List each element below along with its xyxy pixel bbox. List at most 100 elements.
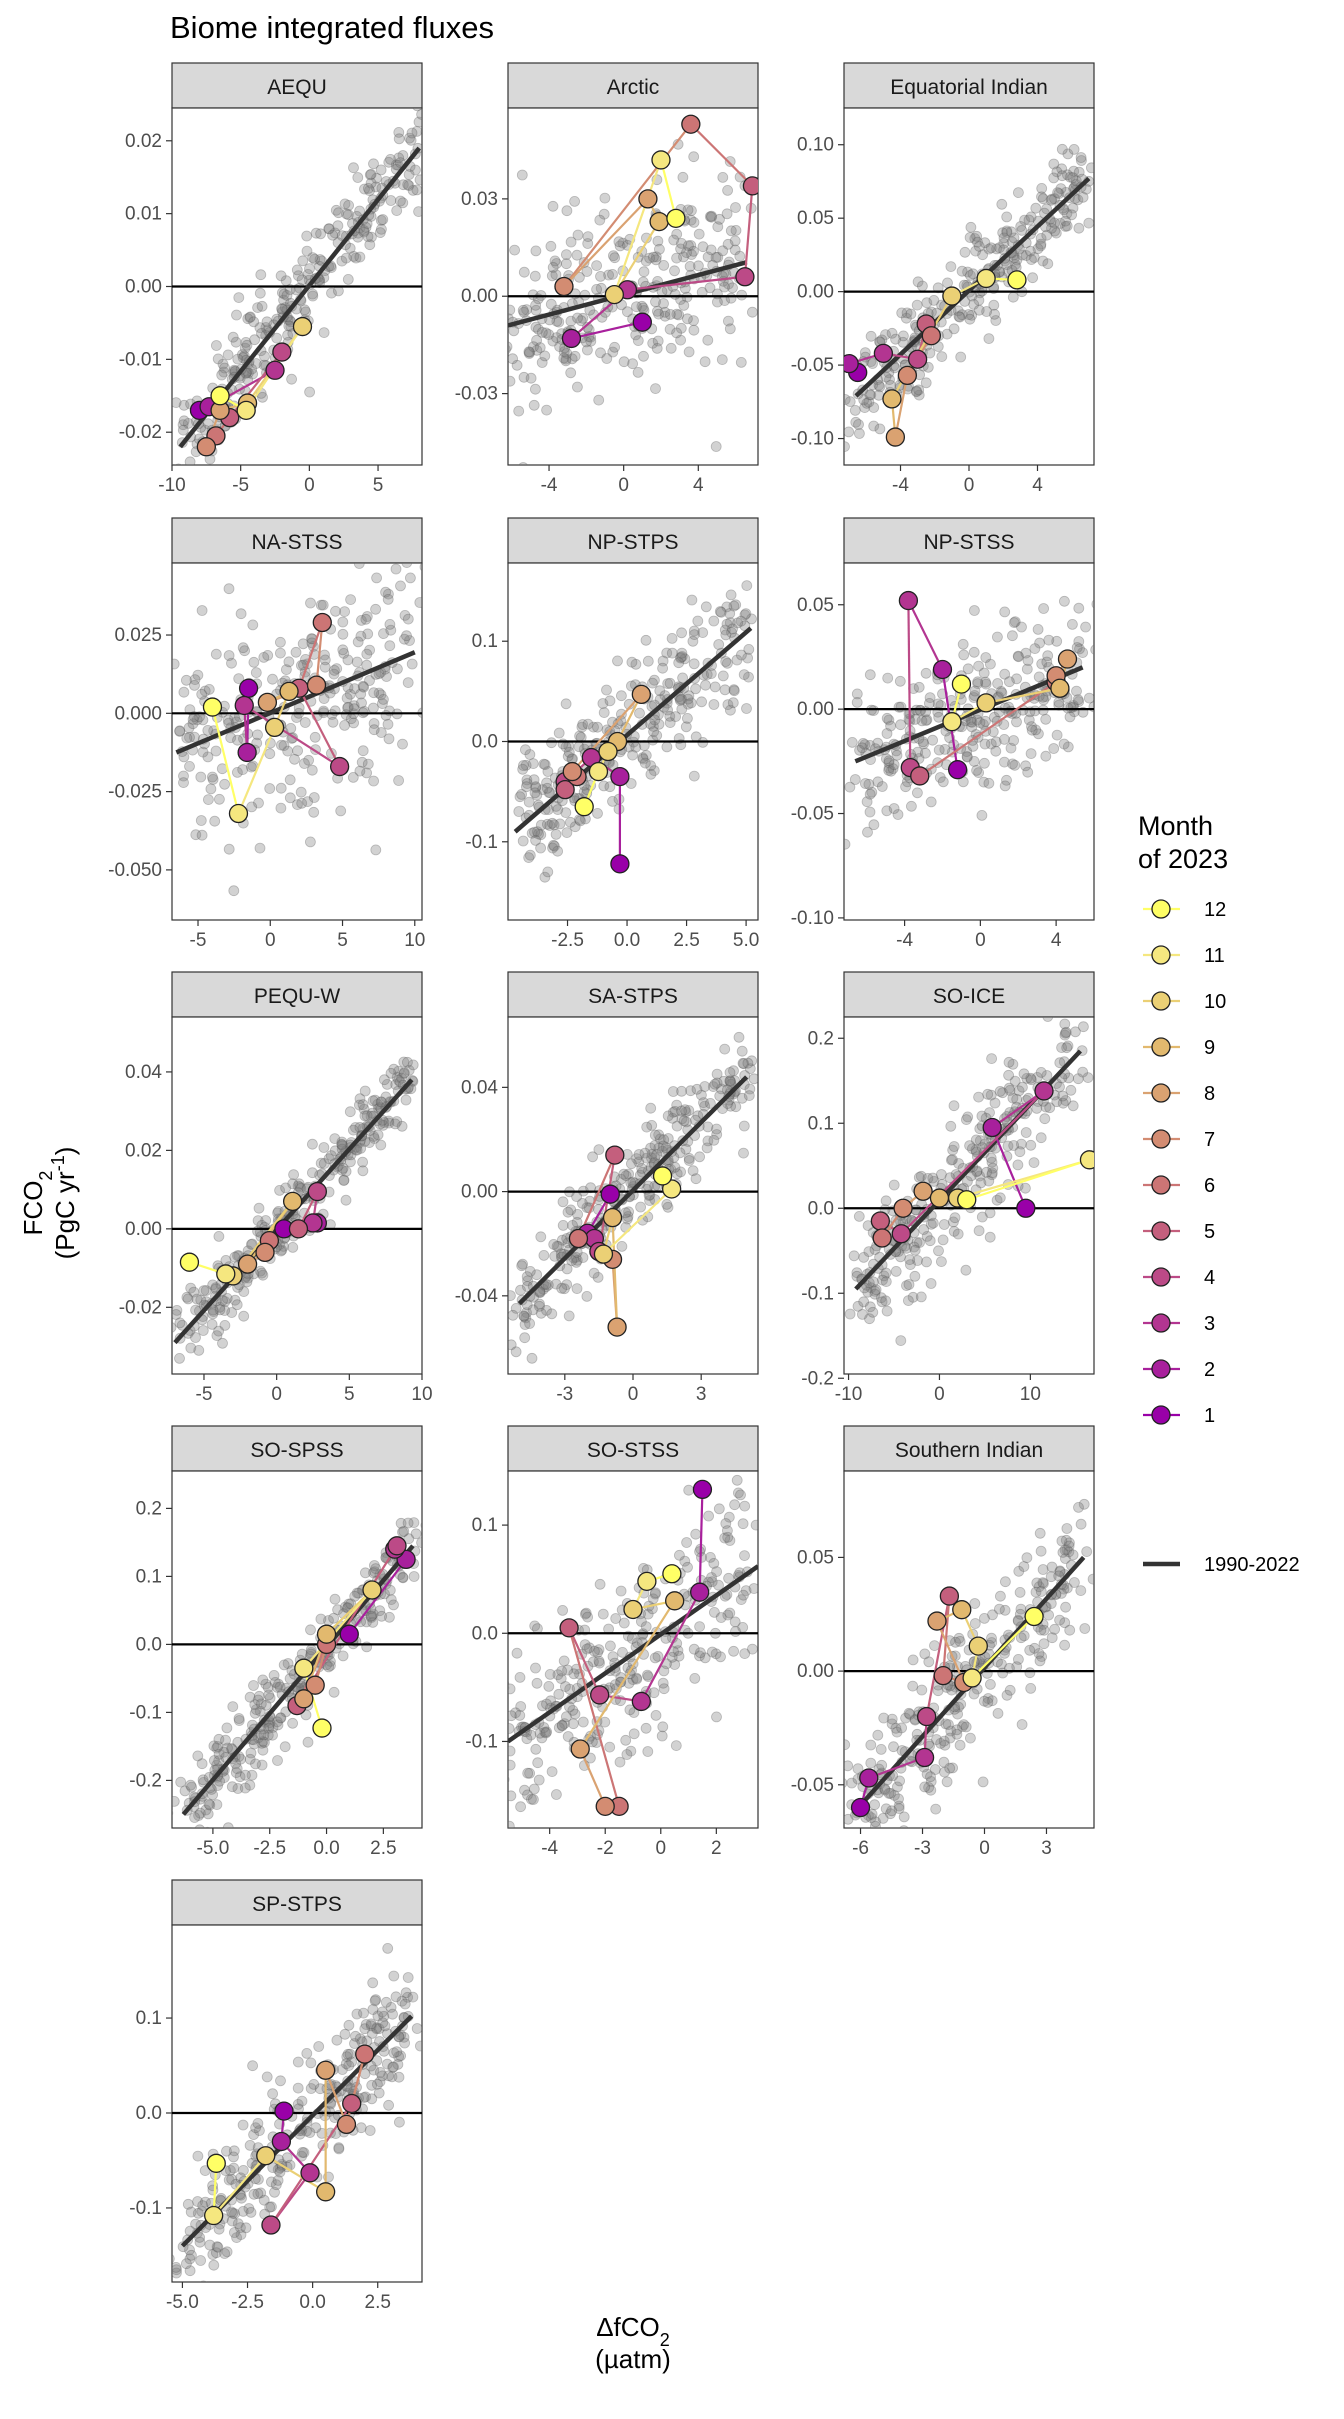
historical-point — [216, 369, 228, 381]
historical-point — [903, 1279, 915, 1290]
historical-point — [682, 698, 694, 710]
month-11-point — [228, 803, 249, 824]
historical-point — [239, 645, 251, 657]
historical-point — [242, 313, 254, 325]
historical-point — [394, 195, 406, 207]
historical-point — [228, 2162, 240, 2174]
historical-point — [1033, 671, 1045, 683]
historical-point — [591, 260, 602, 272]
historical-point — [301, 245, 313, 257]
historical-point — [292, 1180, 304, 1192]
historical-point — [364, 2125, 376, 2136]
legend-key-month-5 — [1151, 1221, 1171, 1241]
historical-point — [348, 162, 359, 174]
historical-point — [712, 251, 724, 263]
historical-point — [872, 776, 884, 788]
historical-point — [250, 1758, 261, 1770]
historical-point — [741, 580, 753, 591]
historical-point — [197, 714, 209, 726]
historical-point — [517, 1258, 528, 1270]
historical-point — [730, 1101, 742, 1113]
historical-point — [521, 1733, 533, 1745]
historical-point — [397, 150, 409, 161]
historical-point — [863, 778, 875, 790]
historical-point — [955, 351, 967, 363]
strip-label-np-stps: NP-STPS — [587, 531, 678, 554]
historical-point — [514, 1672, 526, 1683]
strip-label-arctic: Arctic — [607, 76, 660, 99]
historical-point — [706, 210, 717, 222]
historical-point — [1037, 1564, 1049, 1575]
historical-point — [1073, 222, 1085, 234]
historical-point — [735, 356, 747, 368]
historical-point — [685, 214, 697, 226]
y-tick-label-so-stss: -0.1 — [465, 1731, 498, 1752]
historical-point — [872, 1729, 884, 1741]
historical-point — [572, 229, 584, 241]
historical-point — [1083, 692, 1094, 704]
historical-point — [340, 1166, 352, 1177]
historical-point — [901, 1280, 912, 1291]
historical-point — [1025, 748, 1037, 759]
historical-point — [390, 1991, 402, 2003]
historical-point — [881, 728, 893, 739]
historical-point — [424, 1947, 434, 1957]
historical-point — [952, 305, 964, 317]
historical-point — [683, 1484, 695, 1496]
historical-point — [398, 1526, 410, 1537]
historical-point — [998, 719, 1010, 730]
historical-point — [493, 1719, 503, 1729]
strip-label-so-spss: SO-SPSS — [250, 1439, 343, 1462]
historical-point — [854, 428, 865, 439]
historical-point — [556, 1665, 568, 1677]
plot-area-sa-stps — [507, 1016, 759, 1375]
historical-point — [688, 315, 699, 327]
historical-point — [262, 650, 274, 661]
historical-point — [973, 304, 985, 316]
historical-point — [381, 1079, 393, 1090]
historical-point — [207, 1279, 219, 1291]
historical-point — [252, 1694, 264, 1706]
historical-point — [385, 195, 397, 206]
historical-point — [849, 774, 861, 785]
historical-point — [610, 1613, 622, 1624]
historical-point — [207, 2184, 219, 2196]
historical-point — [1049, 193, 1060, 205]
historical-point — [713, 639, 725, 650]
historical-point — [178, 751, 190, 763]
historical-point — [903, 1707, 915, 1719]
historical-point — [238, 350, 250, 362]
historical-point — [1062, 1040, 1074, 1052]
historical-point — [1067, 1100, 1079, 1112]
historical-point — [925, 1278, 937, 1289]
historical-point — [318, 1142, 330, 1153]
x-tick-label-southern-indian: -3 — [914, 1838, 931, 1859]
historical-point — [252, 2117, 264, 2129]
historical-point — [860, 778, 871, 789]
historical-point — [214, 1304, 226, 1316]
historical-point — [375, 727, 387, 738]
historical-point — [1028, 1157, 1040, 1168]
historical-point — [361, 767, 373, 779]
month-9-point — [882, 389, 902, 409]
historical-point — [315, 599, 327, 611]
historical-point — [954, 1739, 966, 1751]
historical-point — [182, 1293, 194, 1305]
historical-point — [520, 1312, 532, 1324]
month-4-point — [261, 2215, 281, 2235]
historical-point — [337, 1140, 348, 1152]
historical-point — [411, 126, 422, 137]
historical-point — [662, 1201, 674, 1213]
historical-point — [1037, 193, 1049, 205]
y-tick-label-so-spss: 0.1 — [136, 1566, 162, 1587]
historical-point — [646, 1148, 658, 1160]
historical-point — [319, 654, 331, 666]
historical-point — [1046, 222, 1057, 234]
historical-point — [630, 658, 642, 670]
historical-point — [708, 699, 720, 710]
historical-point — [557, 1196, 569, 1208]
historical-point — [304, 263, 315, 275]
historical-point — [404, 132, 415, 144]
historical-point — [1027, 272, 1038, 284]
strip-so-ice — [843, 971, 1095, 1018]
